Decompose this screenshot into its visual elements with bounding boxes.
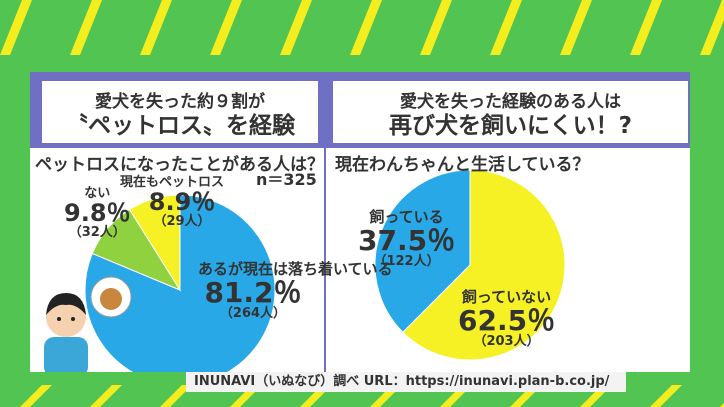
category: あるが現在は落ち着いている xyxy=(198,260,393,278)
stripe xyxy=(20,385,52,407)
label-has-dog: 飼っている 37.5％ （122人） xyxy=(358,208,456,270)
sad-person-illustration-icon xyxy=(44,276,132,372)
right-header-line1: 愛犬を失った経験のある人は xyxy=(400,92,621,112)
count: （264人） xyxy=(219,306,287,322)
stripe xyxy=(700,0,724,55)
percent: 37.5％ xyxy=(358,223,456,257)
stripe xyxy=(420,0,452,55)
stripe xyxy=(210,0,242,55)
left-header-line1: 愛犬を失った約９割が xyxy=(95,92,265,112)
stripe xyxy=(350,0,382,55)
count: （203人） xyxy=(473,334,540,350)
living-pie-slice-0 xyxy=(402,169,566,361)
stripe xyxy=(280,0,312,55)
right-question: 現在わんちゃんと生活している？ xyxy=(335,155,590,175)
source-footer: INUNAVI（いぬなび）調べ URL：https://inunavi.plan… xyxy=(186,372,626,392)
right-header-line2: 再び犬を飼いにくい！? xyxy=(389,113,632,139)
pie-charts xyxy=(84,169,566,372)
left-header: 愛犬を失った約９割が 〝ペットロス〟を経験 xyxy=(42,81,318,143)
stripe xyxy=(720,403,724,407)
category: 飼っている xyxy=(369,208,444,226)
sample-size: n＝325 xyxy=(256,170,317,189)
label-current-petloss: 現在もペットロス 8.9％ （29人） xyxy=(120,176,224,228)
stripe xyxy=(630,0,662,55)
count: （122人） xyxy=(373,254,440,270)
left-question: ペットロスになったことがある人は？ xyxy=(35,155,324,175)
percent: 8.9％ xyxy=(148,187,216,216)
stripe xyxy=(160,385,192,407)
percent: 81.2％ xyxy=(204,275,302,309)
category: ない xyxy=(84,186,111,201)
count: （32人） xyxy=(68,224,126,240)
stripe xyxy=(650,385,682,407)
label-none: ない 9.8％ （32人） xyxy=(64,187,131,239)
category: 飼っていない xyxy=(461,288,552,306)
stripe xyxy=(490,0,522,55)
right-header: 愛犬を失った経験のある人は 再び犬を飼いにくい！? xyxy=(333,81,688,143)
petloss-pie-slice-2 xyxy=(128,194,181,292)
percent: 9.8％ xyxy=(64,198,131,227)
percent: 62.5％ xyxy=(458,303,556,337)
stripe xyxy=(90,385,122,407)
stripe xyxy=(70,0,102,55)
category: 現在もペットロス xyxy=(120,175,225,190)
label-no-dog: 飼っていない 62.5％ （203人） xyxy=(458,288,556,350)
petloss-pie-slice-0 xyxy=(84,194,276,372)
stripe xyxy=(0,0,32,55)
label-settled: あるが現在は落ち着いている 81.2％ （264人） xyxy=(188,260,393,322)
stripe xyxy=(560,0,592,55)
left-header-line2: 〝ペットロス〟を経験 xyxy=(65,113,295,139)
stripe xyxy=(140,0,172,55)
count: （29人） xyxy=(153,213,211,229)
living-pie-slice-1 xyxy=(374,169,471,333)
